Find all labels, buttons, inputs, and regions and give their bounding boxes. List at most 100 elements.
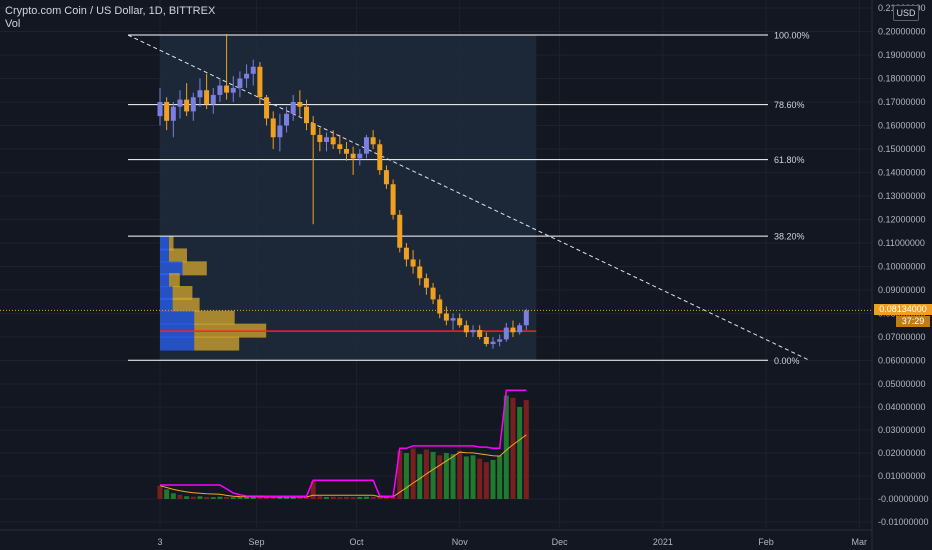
volume-bar (403, 453, 409, 499)
volume-bar (363, 496, 369, 499)
fibonacci-retracement[interactable]: 100.00% 78.60% 61.80% 38.20% 0.00% (128, 31, 810, 366)
candle-body (390, 184, 396, 215)
candle-body (177, 99, 183, 107)
volume-tick-label: 0.05000000 (878, 379, 926, 389)
volume-bar (370, 496, 376, 499)
candle-body (470, 329, 476, 333)
volume-bar (503, 395, 509, 499)
time-tick-label: 2021 (653, 537, 673, 547)
volume-bar (470, 455, 476, 499)
volume-bar (417, 454, 423, 499)
volume-bar (317, 496, 323, 499)
time-tick-label: Dec (552, 537, 569, 547)
time-tick-label: 3 (157, 537, 162, 547)
profile-up-bar (160, 297, 173, 312)
volume-indicator-label[interactable]: Vol (5, 18, 21, 30)
fib-range-shading (160, 35, 537, 361)
candle-body (483, 337, 489, 345)
volume-bar (217, 496, 223, 499)
price-tick-label: 0.18000000 (878, 74, 926, 84)
profile-down-bar (172, 297, 200, 312)
volume-bar (257, 496, 263, 499)
volume-bar (284, 496, 290, 499)
volume-bar (270, 497, 276, 499)
volume-bar (157, 485, 163, 499)
candle-body (510, 327, 516, 333)
candle-body (244, 73, 250, 79)
profile-down-bar (172, 286, 193, 301)
symbol-title[interactable]: Crypto.com Coin / US Dollar, 1D, BITTREX (5, 5, 216, 17)
candle-body (284, 113, 290, 126)
chart-header: Crypto.com Coin / US Dollar, 1D, BITTREX… (5, 5, 215, 31)
candle-body (204, 90, 210, 105)
candle-body (264, 97, 270, 119)
candle-body (217, 85, 223, 95)
candle-body (463, 325, 469, 333)
fib-level-label: 0.00% (774, 356, 800, 366)
candle-body (330, 137, 336, 145)
last-price-badge: 0.08134000 (874, 304, 932, 316)
candle-body (423, 278, 429, 288)
volume-bar (297, 496, 303, 499)
volume-bar (224, 496, 230, 499)
volume-bars (157, 389, 529, 499)
volume-bar (304, 497, 310, 499)
time-axis[interactable]: 3 Sep Oct Nov Dec 2021 Feb Mar (0, 529, 872, 547)
price-tick-label: 0.07000000 (878, 332, 926, 342)
volume-bar (197, 496, 203, 499)
volume-bar (210, 497, 216, 499)
candle-body (157, 102, 163, 117)
volume-bar (517, 407, 523, 499)
candle-body (503, 327, 509, 340)
price-tick-label: 0.20000000 (878, 27, 926, 37)
volume-bar (350, 497, 356, 499)
currency-button[interactable]: USD (893, 5, 919, 21)
profile-down-bar (169, 236, 174, 251)
candle-body (477, 329, 483, 337)
profile-down-bar (194, 336, 240, 351)
profile-up-bar (160, 310, 195, 325)
profile-down-bar (194, 310, 235, 325)
candle-body (357, 153, 363, 159)
candle-body (417, 266, 423, 279)
time-tick-label: Oct (349, 537, 364, 547)
candle-body (190, 97, 196, 112)
volume-bar (483, 462, 489, 499)
candle-body (403, 247, 409, 260)
candle-body (457, 318, 463, 326)
candle-body (170, 106, 176, 121)
volume-bar (170, 493, 176, 499)
price-tick-label: 0.16000000 (878, 121, 926, 131)
volume-bar (343, 496, 349, 499)
candle-body (237, 78, 243, 88)
candle-body (310, 123, 316, 135)
candle-body (290, 102, 296, 114)
profile-up-bar (160, 273, 169, 288)
volume-bar (310, 481, 316, 499)
candle-body (443, 313, 449, 321)
price-tick-label: 0.17000000 (878, 97, 926, 107)
volume-bar (184, 496, 190, 499)
volume-bar (497, 455, 503, 499)
candle-body (324, 137, 329, 142)
volume-bar (523, 400, 529, 499)
volume-bar (237, 496, 243, 499)
volume-bar (244, 496, 250, 499)
volume-bar (190, 496, 196, 499)
volume-tick-label: 0.04000000 (878, 402, 926, 412)
volume-bar (337, 497, 343, 499)
volume-bar (357, 496, 363, 499)
profile-up-bar (160, 248, 169, 263)
candle-body (350, 153, 356, 159)
volume-bar (277, 496, 283, 499)
price-tick-label: 0.11000000 (878, 238, 925, 248)
volume-bar (230, 497, 236, 499)
profile-down-bar (169, 248, 187, 263)
volume-bar (324, 496, 329, 499)
volume-bar (410, 448, 416, 499)
volume-bar (457, 450, 463, 499)
candle-body (450, 318, 456, 321)
volume-tick-label: 0.03000000 (878, 425, 926, 435)
candle-body (277, 125, 283, 138)
